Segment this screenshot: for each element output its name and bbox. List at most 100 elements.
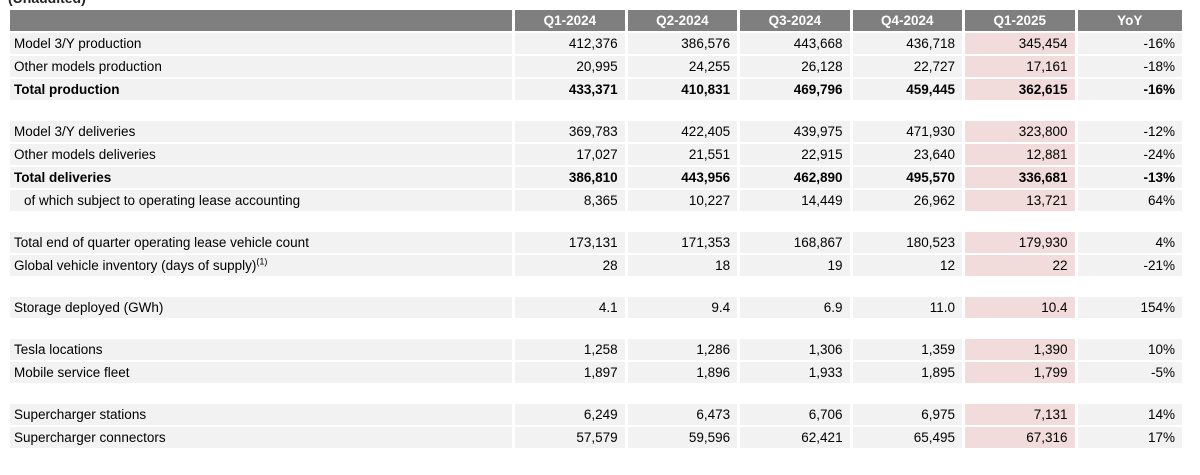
- row-label-text: Tesla locations: [14, 342, 103, 357]
- value-cell: 17,161: [965, 56, 1075, 77]
- table-row: Model 3/Y production 412,376 386,576 443,66…: [10, 33, 1182, 54]
- value-cell: 18: [627, 255, 738, 276]
- value-cell: 386,810: [515, 167, 625, 188]
- row-label-text: Total production: [14, 82, 120, 97]
- row-label: Total production: [10, 79, 513, 100]
- table-row: Total end of quarter operating lease veh…: [10, 232, 1182, 253]
- yoy-cell: 14%: [1077, 404, 1182, 425]
- metrics-table: Q1-2024 Q2-2024 Q3-2024 Q4-2024 Q1-2025 …: [7, 8, 1185, 450]
- value-cell: 459,445: [852, 79, 963, 100]
- table-row: Supercharger connectors 57,579 59,596 62,42…: [10, 427, 1182, 448]
- row-label-text: Supercharger stations: [14, 407, 147, 422]
- value-cell: 173,131: [515, 232, 625, 253]
- yoy-cell: -24%: [1077, 144, 1182, 165]
- value-cell: 1,286: [627, 339, 738, 360]
- value-cell: 1,390: [965, 339, 1075, 360]
- yoy-cell: -5%: [1077, 362, 1182, 383]
- value-cell: 6,473: [627, 404, 738, 425]
- row-label-text: Storage deployed (GWh): [14, 300, 164, 315]
- value-cell: 412,376: [515, 33, 625, 54]
- value-cell: 9.4: [627, 297, 738, 318]
- header-cell-yoy: YoY: [1077, 10, 1182, 31]
- row-label: Global vehicle inventory (days of supply…: [10, 255, 513, 276]
- value-cell: 410,831: [627, 79, 738, 100]
- value-cell: 422,405: [627, 121, 738, 142]
- value-cell: 1,306: [740, 339, 850, 360]
- row-label: Storage deployed (GWh): [10, 297, 513, 318]
- value-cell: 10,227: [627, 190, 738, 211]
- row-label-text: of which subject to operating lease acco…: [24, 193, 301, 208]
- value-cell: 323,800: [965, 121, 1075, 142]
- header-cell-q1-2025: Q1-2025: [965, 10, 1075, 31]
- table-row: Mobile service fleet 1,897 1,896 1,933 1,895…: [10, 362, 1182, 383]
- value-cell: 62,421: [740, 427, 850, 448]
- yoy-cell: 4%: [1077, 232, 1182, 253]
- yoy-cell: 154%: [1077, 297, 1182, 318]
- spacer-row: [10, 385, 1182, 402]
- header-cell-q3-2024: Q3-2024: [740, 10, 850, 31]
- value-cell: 386,576: [627, 33, 738, 54]
- header-cell-q4-2024: Q4-2024: [852, 10, 963, 31]
- row-label: Supercharger stations: [10, 404, 513, 425]
- value-cell: 22,727: [852, 56, 963, 77]
- table-row: Other models production 20,995 24,255 26,12…: [10, 56, 1182, 77]
- spacer-row: [10, 278, 1182, 295]
- value-cell: 19: [740, 255, 850, 276]
- table-row: Supercharger stations 6,249 6,473 6,706 6,97…: [10, 404, 1182, 425]
- table-row: Total production 433,371 410,831 469,796 459…: [10, 79, 1182, 100]
- value-cell: 345,454: [965, 33, 1075, 54]
- value-cell: 171,353: [627, 232, 738, 253]
- yoy-cell: 17%: [1077, 427, 1182, 448]
- value-cell: 6,975: [852, 404, 963, 425]
- unaudited-note: (Unaudited): [8, 0, 86, 6]
- spacer-cell: [10, 102, 1182, 119]
- spacer-row: [10, 102, 1182, 119]
- table-row: of which subject to operating lease acco…: [10, 190, 1182, 211]
- value-cell: 168,867: [740, 232, 850, 253]
- yoy-cell: -16%: [1077, 79, 1182, 100]
- table-row: Storage deployed (GWh) 4.1 9.4 6.9 11.0 10.4 1…: [10, 297, 1182, 318]
- row-label-text: Other models deliveries: [14, 147, 156, 162]
- value-cell: 13,721: [965, 190, 1075, 211]
- row-label: Supercharger connectors: [10, 427, 513, 448]
- table-row: Model 3/Y deliveries 369,783 422,405 439,97…: [10, 121, 1182, 142]
- row-label-text: Mobile service fleet: [14, 365, 130, 380]
- value-cell: 369,783: [515, 121, 625, 142]
- value-cell: 7,131: [965, 404, 1075, 425]
- value-cell: 65,495: [852, 427, 963, 448]
- value-cell: 443,956: [627, 167, 738, 188]
- value-cell: 22,915: [740, 144, 850, 165]
- spacer-cell: [10, 213, 1182, 230]
- value-cell: 1,359: [852, 339, 963, 360]
- row-label-text: Total deliveries: [14, 170, 112, 185]
- row-label-text: Model 3/Y deliveries: [14, 124, 136, 139]
- row-label-text: Total end of quarter operating lease veh…: [14, 235, 309, 250]
- yoy-cell: -21%: [1077, 255, 1182, 276]
- value-cell: 10.4: [965, 297, 1075, 318]
- row-label: Other models production: [10, 56, 513, 77]
- value-cell: 17,027: [515, 144, 625, 165]
- value-cell: 12,881: [965, 144, 1075, 165]
- value-cell: 8,365: [515, 190, 625, 211]
- table-row: Total deliveries 386,810 443,956 462,890 495…: [10, 167, 1182, 188]
- value-cell: 471,930: [852, 121, 963, 142]
- header-row: Q1-2024 Q2-2024 Q3-2024 Q4-2024 Q1-2025 …: [10, 10, 1182, 31]
- value-cell: 26,128: [740, 56, 850, 77]
- value-cell: 6,706: [740, 404, 850, 425]
- value-cell: 20,995: [515, 56, 625, 77]
- spacer-cell: [10, 278, 1182, 295]
- yoy-cell: -12%: [1077, 121, 1182, 142]
- value-cell: 436,718: [852, 33, 963, 54]
- row-label: Mobile service fleet: [10, 362, 513, 383]
- row-label: Other models deliveries: [10, 144, 513, 165]
- value-cell: 11.0: [852, 297, 963, 318]
- row-label-text: Other models production: [14, 59, 162, 74]
- value-cell: 22: [965, 255, 1075, 276]
- value-cell: 462,890: [740, 167, 850, 188]
- spacer-row: [10, 213, 1182, 230]
- row-label-text: Supercharger connectors: [14, 430, 166, 445]
- table-row: Global vehicle inventory (days of supply…: [10, 255, 1182, 276]
- value-cell: 443,668: [740, 33, 850, 54]
- value-cell: 57,579: [515, 427, 625, 448]
- yoy-cell: 10%: [1077, 339, 1182, 360]
